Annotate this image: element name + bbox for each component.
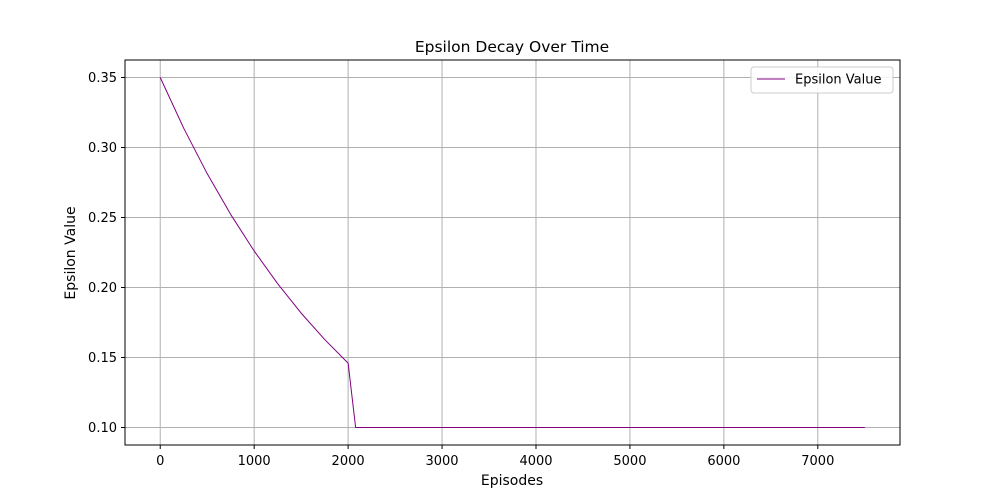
legend: Epsilon Value <box>750 66 894 94</box>
chart-title: Epsilon Decay Over Time <box>415 38 609 56</box>
y-tick-label: 0.15 <box>88 351 117 366</box>
y-tick-label: 0.30 <box>88 141 117 156</box>
x-tick-label: 2000 <box>332 454 365 469</box>
legend-label: Epsilon Value <box>795 73 882 88</box>
y-tick-label: 0.25 <box>88 211 117 226</box>
y-tick-label: 0.10 <box>88 421 117 436</box>
plot-frame <box>124 59 901 446</box>
x-tick-label: 1000 <box>238 454 271 469</box>
x-tick-label: 3000 <box>425 454 458 469</box>
x-tick-label: 4000 <box>519 454 552 469</box>
series-layer <box>159 77 865 428</box>
y-axis-ticks: 0.10 0.15 0.20 0.25 0.30 0.35 <box>88 71 125 436</box>
series-line <box>159 77 865 428</box>
x-axis-label: Episodes <box>481 473 543 489</box>
x-tick-label: 7000 <box>801 454 834 469</box>
x-tick-label: 6000 <box>707 454 740 469</box>
legend-box <box>750 66 894 94</box>
x-tick-label: 5000 <box>613 454 646 469</box>
grid <box>125 60 900 445</box>
y-tick-label: 0.35 <box>88 71 117 86</box>
x-axis-ticks: 0 1000 2000 3000 4000 5000 6000 7000 <box>156 445 834 469</box>
x-tick-label: 0 <box>156 454 164 469</box>
y-tick-label: 0.20 <box>88 281 117 296</box>
y-axis-label: Epsilon Value <box>63 206 79 299</box>
